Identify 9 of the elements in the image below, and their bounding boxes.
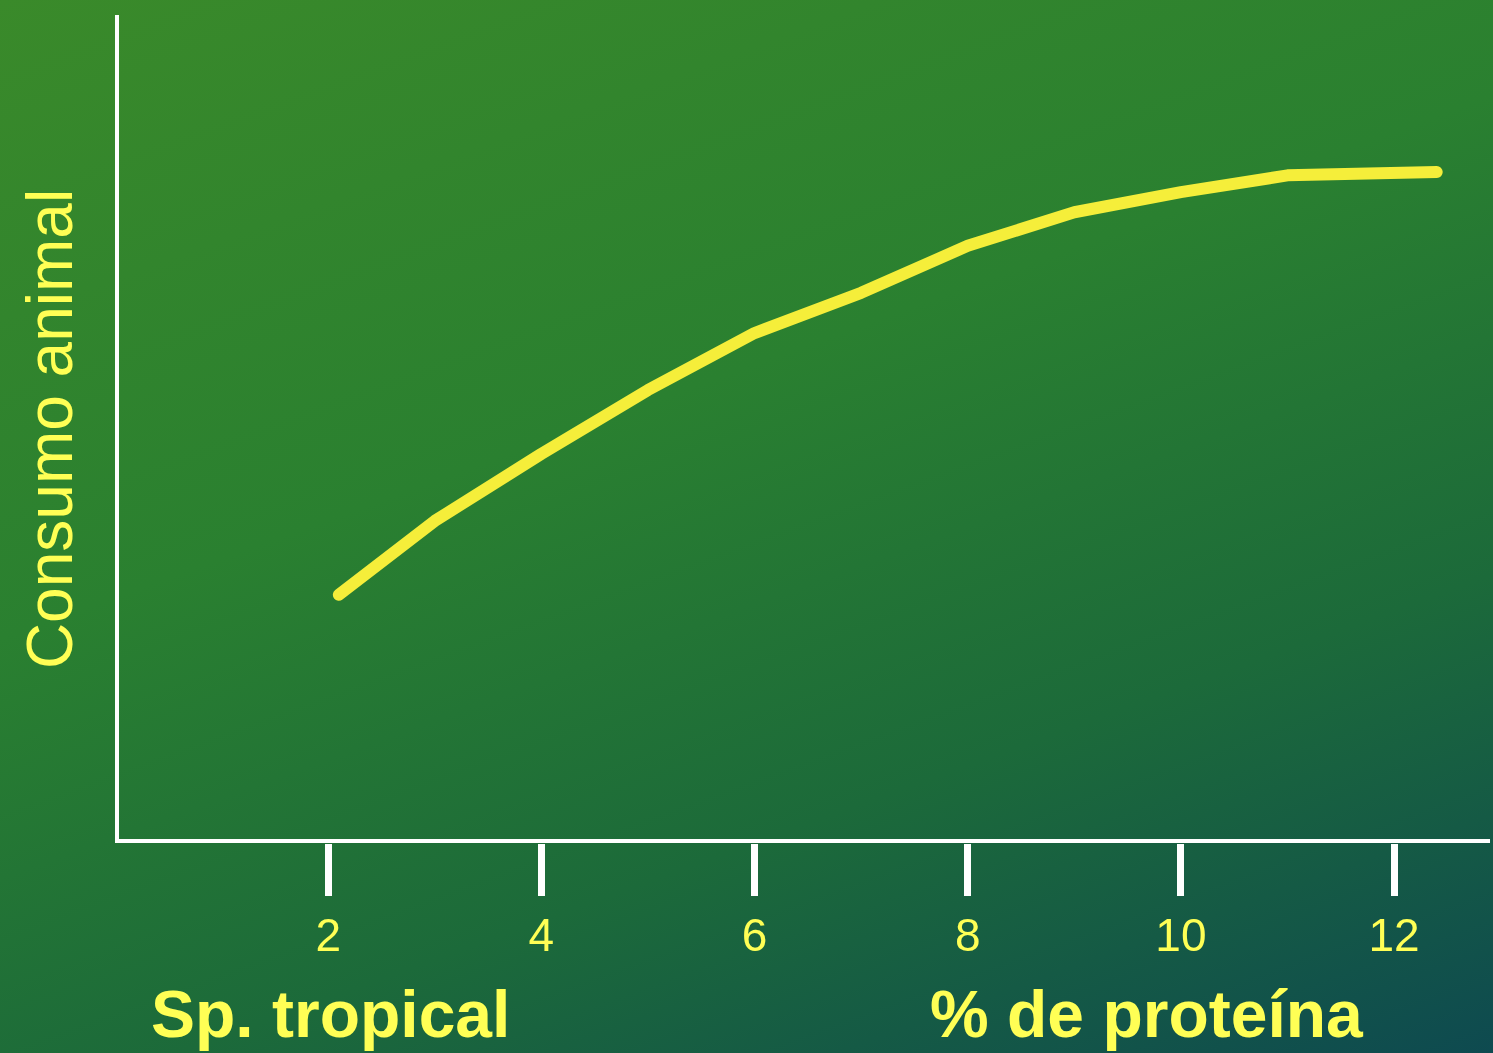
x-tick-label: 8 (954, 909, 981, 962)
x-tick-label: 2 (315, 909, 341, 962)
x-tick-label: 12 (1368, 909, 1420, 962)
y-axis-title: Consumo animal (14, 188, 87, 670)
x-tick-label: 4 (528, 909, 555, 962)
text: Sp. tropical (151, 977, 511, 1051)
x-axis-title: % de proteína (930, 977, 1365, 1051)
x-tick-label: 10 (1155, 909, 1207, 962)
x-tick-label: 6 (741, 909, 768, 962)
